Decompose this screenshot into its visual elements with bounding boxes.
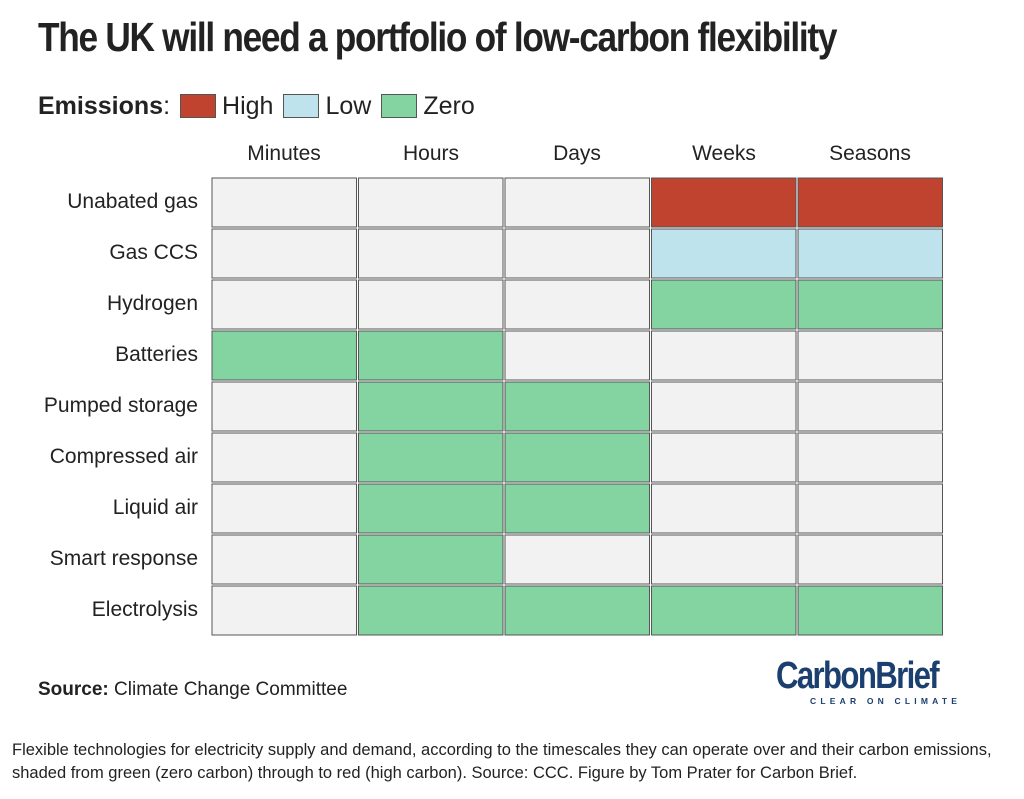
cell-unabated-gas-hours bbox=[358, 177, 504, 228]
cell-electrolysis-seasons bbox=[797, 585, 943, 636]
legend-label-low: Low bbox=[325, 91, 372, 120]
cell-pumped-storage-hours bbox=[358, 381, 504, 432]
cell-gas-ccs-minutes bbox=[211, 228, 357, 279]
cell-compressed-air-minutes bbox=[211, 432, 357, 483]
cell-compressed-air-days bbox=[504, 432, 650, 483]
cell-liquid-air-seasons bbox=[797, 483, 943, 534]
legend-colon: : bbox=[163, 91, 171, 120]
cell-compressed-air-seasons bbox=[797, 432, 943, 483]
cell-hydrogen-minutes bbox=[211, 279, 357, 330]
source-text: Climate Change Committee bbox=[114, 679, 348, 700]
cell-gas-ccs-days bbox=[504, 228, 650, 279]
cell-gas-ccs-weeks bbox=[651, 228, 797, 279]
legend-title: Emissions bbox=[38, 91, 164, 120]
row-label-batteries: Batteries bbox=[115, 343, 198, 366]
column-label-seasons: Seasons bbox=[829, 142, 911, 165]
cell-liquid-air-hours bbox=[358, 483, 504, 534]
cell-liquid-air-minutes bbox=[211, 483, 357, 534]
column-label-hours: Hours bbox=[402, 142, 460, 165]
cell-hydrogen-weeks bbox=[651, 279, 797, 330]
cell-electrolysis-days bbox=[504, 585, 650, 636]
legend-item-high: High bbox=[180, 92, 273, 121]
cell-batteries-minutes bbox=[211, 330, 357, 381]
legend-swatch-zero bbox=[381, 94, 418, 118]
cell-pumped-storage-days bbox=[504, 381, 650, 432]
cell-unabated-gas-weeks bbox=[651, 177, 797, 228]
row-label-liquid-air: Liquid air bbox=[112, 496, 198, 519]
row-label-hydrogen: Hydrogen bbox=[106, 292, 198, 315]
cell-batteries-hours bbox=[358, 330, 504, 381]
row-label-electrolysis: Electrolysis bbox=[91, 598, 198, 621]
cell-pumped-storage-seasons bbox=[797, 381, 943, 432]
cell-smart-response-hours bbox=[358, 534, 504, 585]
cell-hydrogen-seasons bbox=[797, 279, 943, 330]
column-label-days: Days bbox=[553, 142, 601, 165]
figure-caption: Flexible technologies for electricity su… bbox=[12, 741, 992, 782]
cell-smart-response-seasons bbox=[797, 534, 943, 585]
source-label: Source: bbox=[38, 679, 109, 700]
cell-liquid-air-weeks bbox=[651, 483, 797, 534]
cell-gas-ccs-seasons bbox=[797, 228, 943, 279]
cell-batteries-days bbox=[504, 330, 650, 381]
logo-tagline: CLEAR ON CLIMATE bbox=[810, 696, 962, 706]
cell-unabated-gas-minutes bbox=[211, 177, 357, 228]
cell-batteries-seasons bbox=[797, 330, 943, 381]
legend-swatch-low bbox=[283, 94, 320, 118]
column-label-weeks: Weeks bbox=[692, 142, 756, 165]
cell-electrolysis-minutes bbox=[211, 585, 357, 636]
legend-item-zero: Zero bbox=[381, 91, 475, 121]
cell-smart-response-minutes bbox=[211, 534, 357, 585]
cell-smart-response-weeks bbox=[651, 534, 797, 585]
cell-electrolysis-hours bbox=[358, 585, 504, 636]
cell-pumped-storage-minutes bbox=[211, 381, 357, 432]
legend-swatch-high bbox=[180, 94, 217, 118]
carbon-brief-logo: CarbonBrief CLEAR ON CLIMATE bbox=[776, 655, 957, 708]
column-label-minutes: Minutes bbox=[247, 142, 321, 165]
source-note: Source: Climate Change Committee bbox=[38, 679, 347, 701]
chart-title: The UK will need a portfolio of low-carb… bbox=[38, 14, 837, 60]
cell-unabated-gas-days bbox=[504, 177, 650, 228]
row-label-compressed-air: Compressed air bbox=[49, 445, 198, 468]
cell-batteries-weeks bbox=[651, 330, 797, 381]
cell-hydrogen-days bbox=[504, 279, 650, 330]
legend: Emissions : High Low Zero bbox=[38, 90, 485, 122]
row-label-gas-ccs: Gas CCS bbox=[109, 241, 198, 264]
row-label-smart-response: Smart response bbox=[49, 547, 198, 570]
cell-smart-response-days bbox=[504, 534, 650, 585]
cell-pumped-storage-weeks bbox=[651, 381, 797, 432]
legend-item-low: Low bbox=[283, 92, 371, 121]
cell-liquid-air-days bbox=[504, 483, 650, 534]
cell-hydrogen-hours bbox=[358, 279, 504, 330]
row-label-pumped-storage: Pumped storage bbox=[43, 394, 198, 417]
row-label-unabated-gas: Unabated gas bbox=[67, 190, 198, 213]
cell-unabated-gas-seasons bbox=[797, 177, 943, 228]
legend-label-zero: Zero bbox=[423, 91, 475, 120]
cell-compressed-air-weeks bbox=[651, 432, 797, 483]
legend-label-high: High bbox=[222, 91, 274, 120]
cell-compressed-air-hours bbox=[358, 432, 504, 483]
cell-gas-ccs-hours bbox=[358, 228, 504, 279]
logo-wordmark: CarbonBrief bbox=[776, 655, 940, 697]
cell-electrolysis-weeks bbox=[651, 585, 797, 636]
